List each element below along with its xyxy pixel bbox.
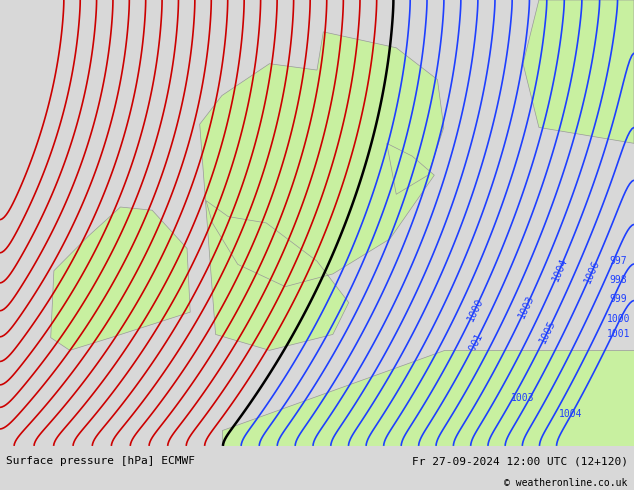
Text: © weatheronline.co.uk: © weatheronline.co.uk [504, 478, 628, 489]
Text: 1000: 1000 [606, 314, 630, 323]
Text: 1001: 1001 [465, 330, 485, 357]
Text: 1002: 1002 [443, 399, 464, 425]
Text: 1003: 1003 [517, 294, 536, 320]
Polygon shape [222, 350, 634, 446]
Text: 1000: 1000 [465, 296, 485, 322]
Polygon shape [523, 0, 634, 144]
Text: 998: 998 [398, 365, 416, 385]
Text: 997: 997 [351, 413, 369, 434]
Text: Fr 27-09-2024 12:00 UTC (12+120): Fr 27-09-2024 12:00 UTC (12+120) [411, 456, 628, 466]
Text: 998: 998 [609, 275, 627, 285]
Polygon shape [51, 207, 190, 350]
Text: 1001: 1001 [606, 329, 630, 340]
Text: 1006: 1006 [583, 258, 602, 284]
Text: 1004: 1004 [550, 256, 569, 282]
Text: 1003: 1003 [511, 393, 535, 403]
Text: 1005: 1005 [538, 318, 557, 345]
Polygon shape [200, 32, 444, 350]
Text: 999: 999 [385, 414, 404, 435]
Text: 999: 999 [609, 294, 627, 304]
Text: Surface pressure [hPa] ECMWF: Surface pressure [hPa] ECMWF [6, 456, 195, 466]
Text: 1004: 1004 [559, 409, 583, 419]
Text: 997: 997 [609, 256, 627, 266]
